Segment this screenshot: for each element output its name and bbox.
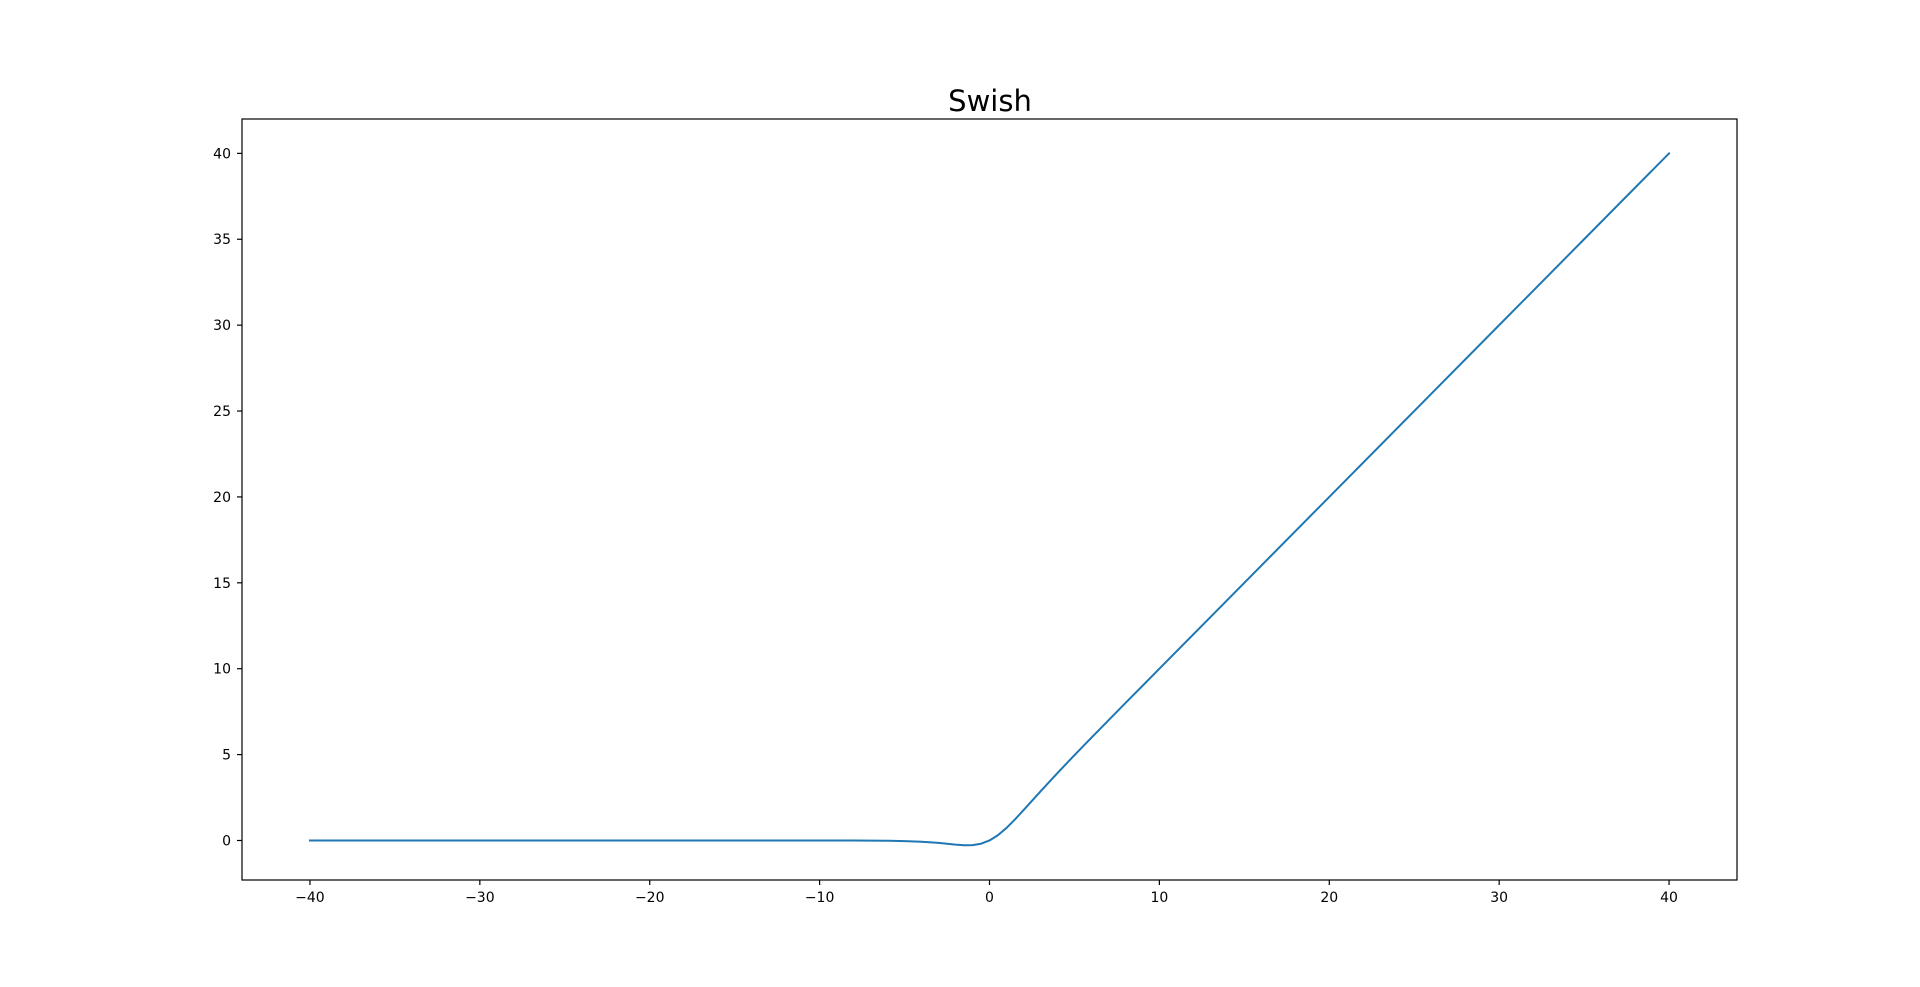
y-tick-label: 10 — [213, 662, 231, 678]
x-tick-label: −30 — [465, 890, 495, 906]
y-tick-label: 35 — [213, 232, 231, 248]
y-tick-label: 40 — [213, 146, 231, 162]
x-tick-label: 40 — [1660, 890, 1678, 906]
y-tick-label: 25 — [213, 404, 231, 420]
x-tick-label: −10 — [805, 890, 835, 906]
x-tick-label: −40 — [295, 890, 325, 906]
chart-title: Swish — [948, 84, 1032, 118]
plot-area-frame — [241, 118, 1738, 881]
y-tick-label: 30 — [213, 318, 231, 334]
x-tick-label: 30 — [1490, 890, 1508, 906]
x-tick-label: 0 — [985, 890, 994, 906]
x-tick-label: −20 — [635, 890, 665, 906]
x-tick-label: 20 — [1320, 890, 1338, 906]
y-tick-label: 20 — [213, 490, 231, 506]
x-tick-label: 10 — [1150, 890, 1168, 906]
series-line-swish — [308, 151, 1671, 847]
y-tick-label: 15 — [213, 576, 231, 592]
y-tick-label: 5 — [222, 748, 231, 764]
y-tick-label: 0 — [222, 833, 231, 849]
